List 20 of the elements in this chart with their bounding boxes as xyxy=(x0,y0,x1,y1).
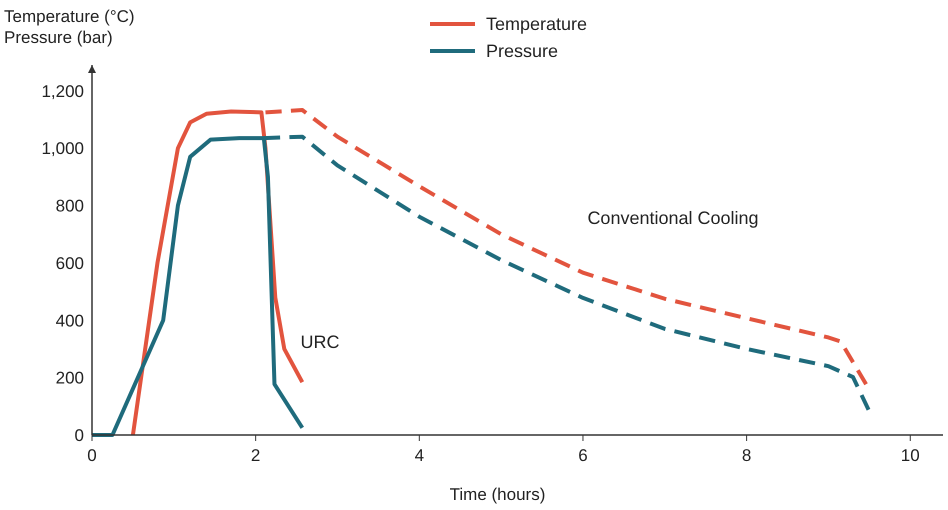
y-tick-label: 0 xyxy=(74,426,84,445)
y-tick-label: 400 xyxy=(56,311,84,330)
line-series xyxy=(263,108,868,386)
x-tick-label: 8 xyxy=(742,446,752,465)
legend-label: Pressure xyxy=(486,41,558,61)
legend-label: Temperature xyxy=(486,14,588,34)
x-tick-label: 10 xyxy=(900,446,920,465)
y-tick-label: 200 xyxy=(56,368,84,388)
x-tick-label: 6 xyxy=(578,446,588,465)
y-axis-title: Temperature (°C) Pressure (bar) xyxy=(4,7,135,47)
x-tick-label: 0 xyxy=(87,446,97,465)
x-axis-title: Time (hours) xyxy=(450,485,546,504)
y-tick-label: 1,200 xyxy=(41,82,84,101)
annotation: URC xyxy=(300,332,340,352)
x-tick-label: 4 xyxy=(414,446,424,465)
x-tick-label: 2 xyxy=(250,446,260,465)
y-tick-label: 600 xyxy=(56,254,84,273)
y-tick-label: 800 xyxy=(56,196,84,216)
y-tick-label: 1,000 xyxy=(41,139,84,158)
annotation: Conventional Cooling xyxy=(587,208,759,228)
